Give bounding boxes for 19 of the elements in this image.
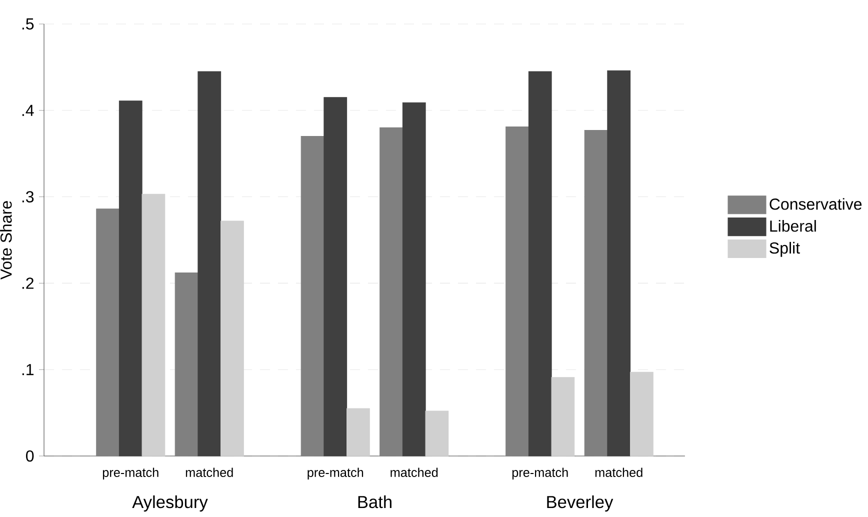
text: Aylesbury: [132, 495, 208, 512]
y-tick-label: .4: [22, 104, 34, 116]
x-tick-label: pre-match: [308, 468, 364, 480]
x-tick-label: pre-match: [512, 468, 568, 480]
y-tick-label: .2: [22, 278, 34, 289]
legend-label: Split: [770, 242, 800, 257]
y-tick-label: .5: [22, 18, 34, 30]
y-tick-label: .3: [22, 191, 34, 202]
legend-label: Conservative: [770, 198, 862, 210]
x-tick-label: pre-match: [102, 468, 158, 480]
text: Beverley: [547, 495, 614, 512]
x-tick-label: matched: [595, 468, 642, 477]
legend-label: Liberal: [770, 220, 816, 232]
x-tick-label: matched: [186, 468, 233, 477]
y-axis-title: Vote Share: [0, 201, 12, 280]
y-tick-label: 0: [26, 450, 34, 462]
y-tick-label: .1: [22, 364, 34, 376]
text: Bath: [358, 495, 392, 508]
x-tick-label: matched: [390, 468, 438, 477]
